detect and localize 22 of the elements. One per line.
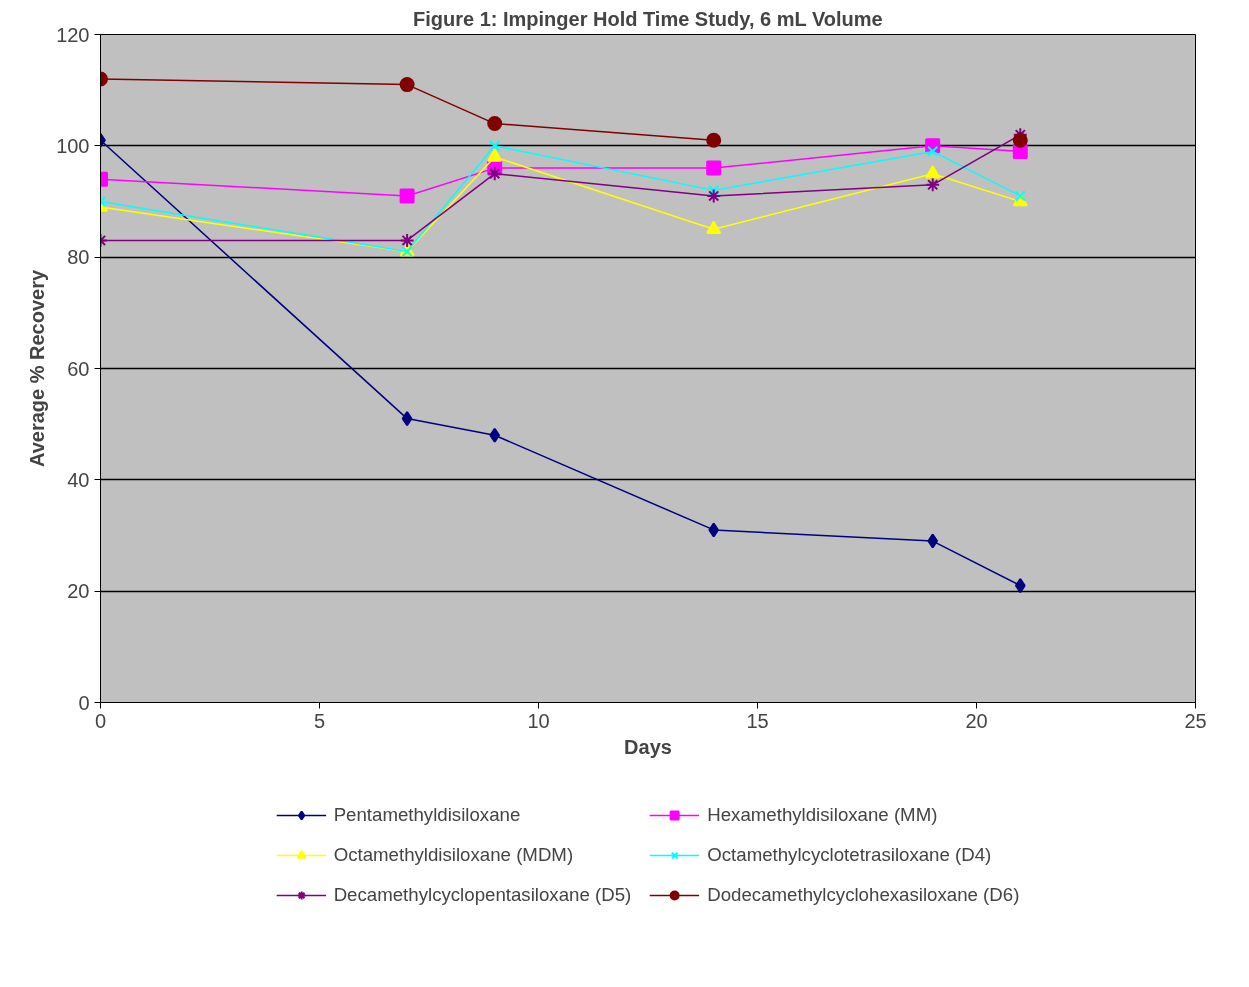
legend-label: Pentamethyldisiloxane xyxy=(333,804,521,826)
y-tick-label: 20 xyxy=(67,580,90,603)
y-tick-label: 60 xyxy=(67,357,90,380)
x-tick-label: 20 xyxy=(965,709,988,732)
x-tick-label: 5 xyxy=(313,709,326,732)
x-tick-label: 25 xyxy=(1184,709,1207,732)
y-tick-label: 40 xyxy=(67,468,90,491)
legend-label: Dodecamethylcyclohexasiloxane (D6) xyxy=(707,884,1020,906)
legend-label: Hexamethyldisiloxane (MM) xyxy=(707,804,938,826)
y-tick-label: 120 xyxy=(56,23,90,46)
y-axis-title: Average % Recovery xyxy=(26,269,49,468)
x-tick-label: 10 xyxy=(527,709,550,732)
y-tick-label: 0 xyxy=(78,691,90,714)
y-tick-label: 100 xyxy=(56,134,90,157)
legend-label: Octamethylcyclotetrasiloxane (D4) xyxy=(707,844,992,866)
x-tick-label: 15 xyxy=(746,709,769,732)
legend-label: Decamethylcyclopentasiloxane (D5) xyxy=(333,884,632,906)
y-tick-label: 80 xyxy=(67,246,90,269)
x-tick-label: 0 xyxy=(94,709,107,732)
legend-label: Octamethyldisiloxane (MDM) xyxy=(333,844,574,866)
chart-title: Figure 1: Impinger Hold Time Study, 6 mL Volume xyxy=(412,7,883,30)
x-axis-title: Days xyxy=(624,735,672,758)
